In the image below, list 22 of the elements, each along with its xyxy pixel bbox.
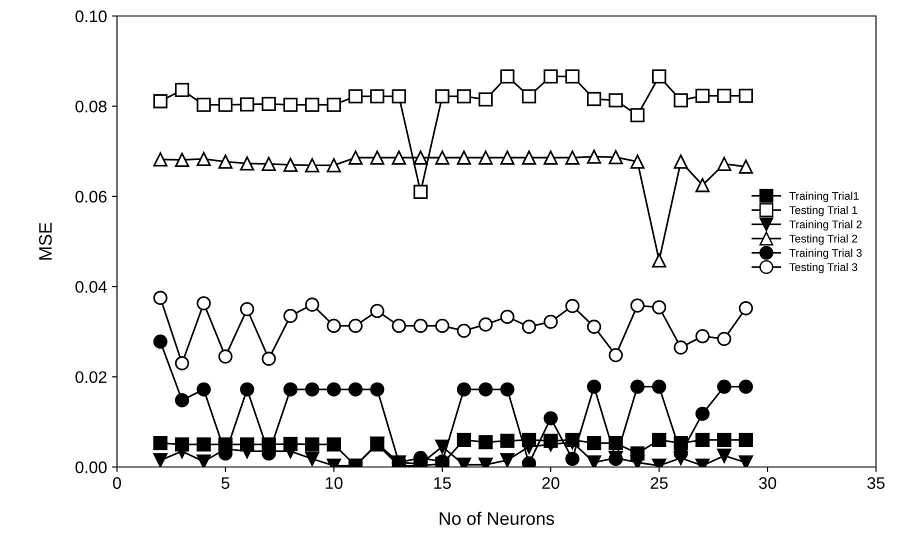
x-tick-label: 25 — [650, 477, 668, 489]
x-tick-label: 0 — [113, 477, 121, 489]
legend-label: Testing Trial 1 — [789, 206, 858, 216]
y-tick-label: 0.00 — [75, 461, 107, 474]
legend-label: Training Trial 3 — [789, 248, 862, 260]
x-tick-label: 10 — [326, 477, 342, 489]
y-tick-label: 0.02 — [75, 371, 106, 384]
x-axis-title: No of Neurons — [440, 512, 554, 525]
legend-label: Testing Trial 2 — [789, 234, 858, 245]
y-axis-title: MSE — [39, 222, 52, 260]
x-tick-label: 35 — [867, 477, 885, 489]
y-tick-label: 0.04 — [75, 281, 107, 293]
y-tick-label: 0.10 — [75, 10, 107, 22]
x-tick-label: 15 — [434, 477, 451, 489]
legend-label: Training Trial1 — [789, 192, 859, 202]
legend-label: Testing Trial 3 — [789, 262, 858, 274]
x-tick-label: 5 — [221, 477, 230, 489]
x-tick-label: 30 — [758, 477, 776, 489]
x-tick-label: 20 — [542, 477, 560, 489]
legend-label: Training Trial 2 — [789, 220, 862, 231]
y-tick-label: 0.06 — [75, 190, 107, 203]
y-tick-label: 0.08 — [75, 100, 107, 112]
